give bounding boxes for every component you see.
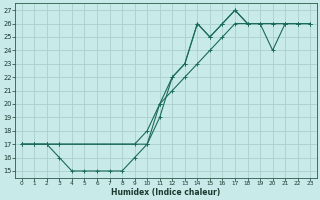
X-axis label: Humidex (Indice chaleur): Humidex (Indice chaleur)	[111, 188, 220, 197]
